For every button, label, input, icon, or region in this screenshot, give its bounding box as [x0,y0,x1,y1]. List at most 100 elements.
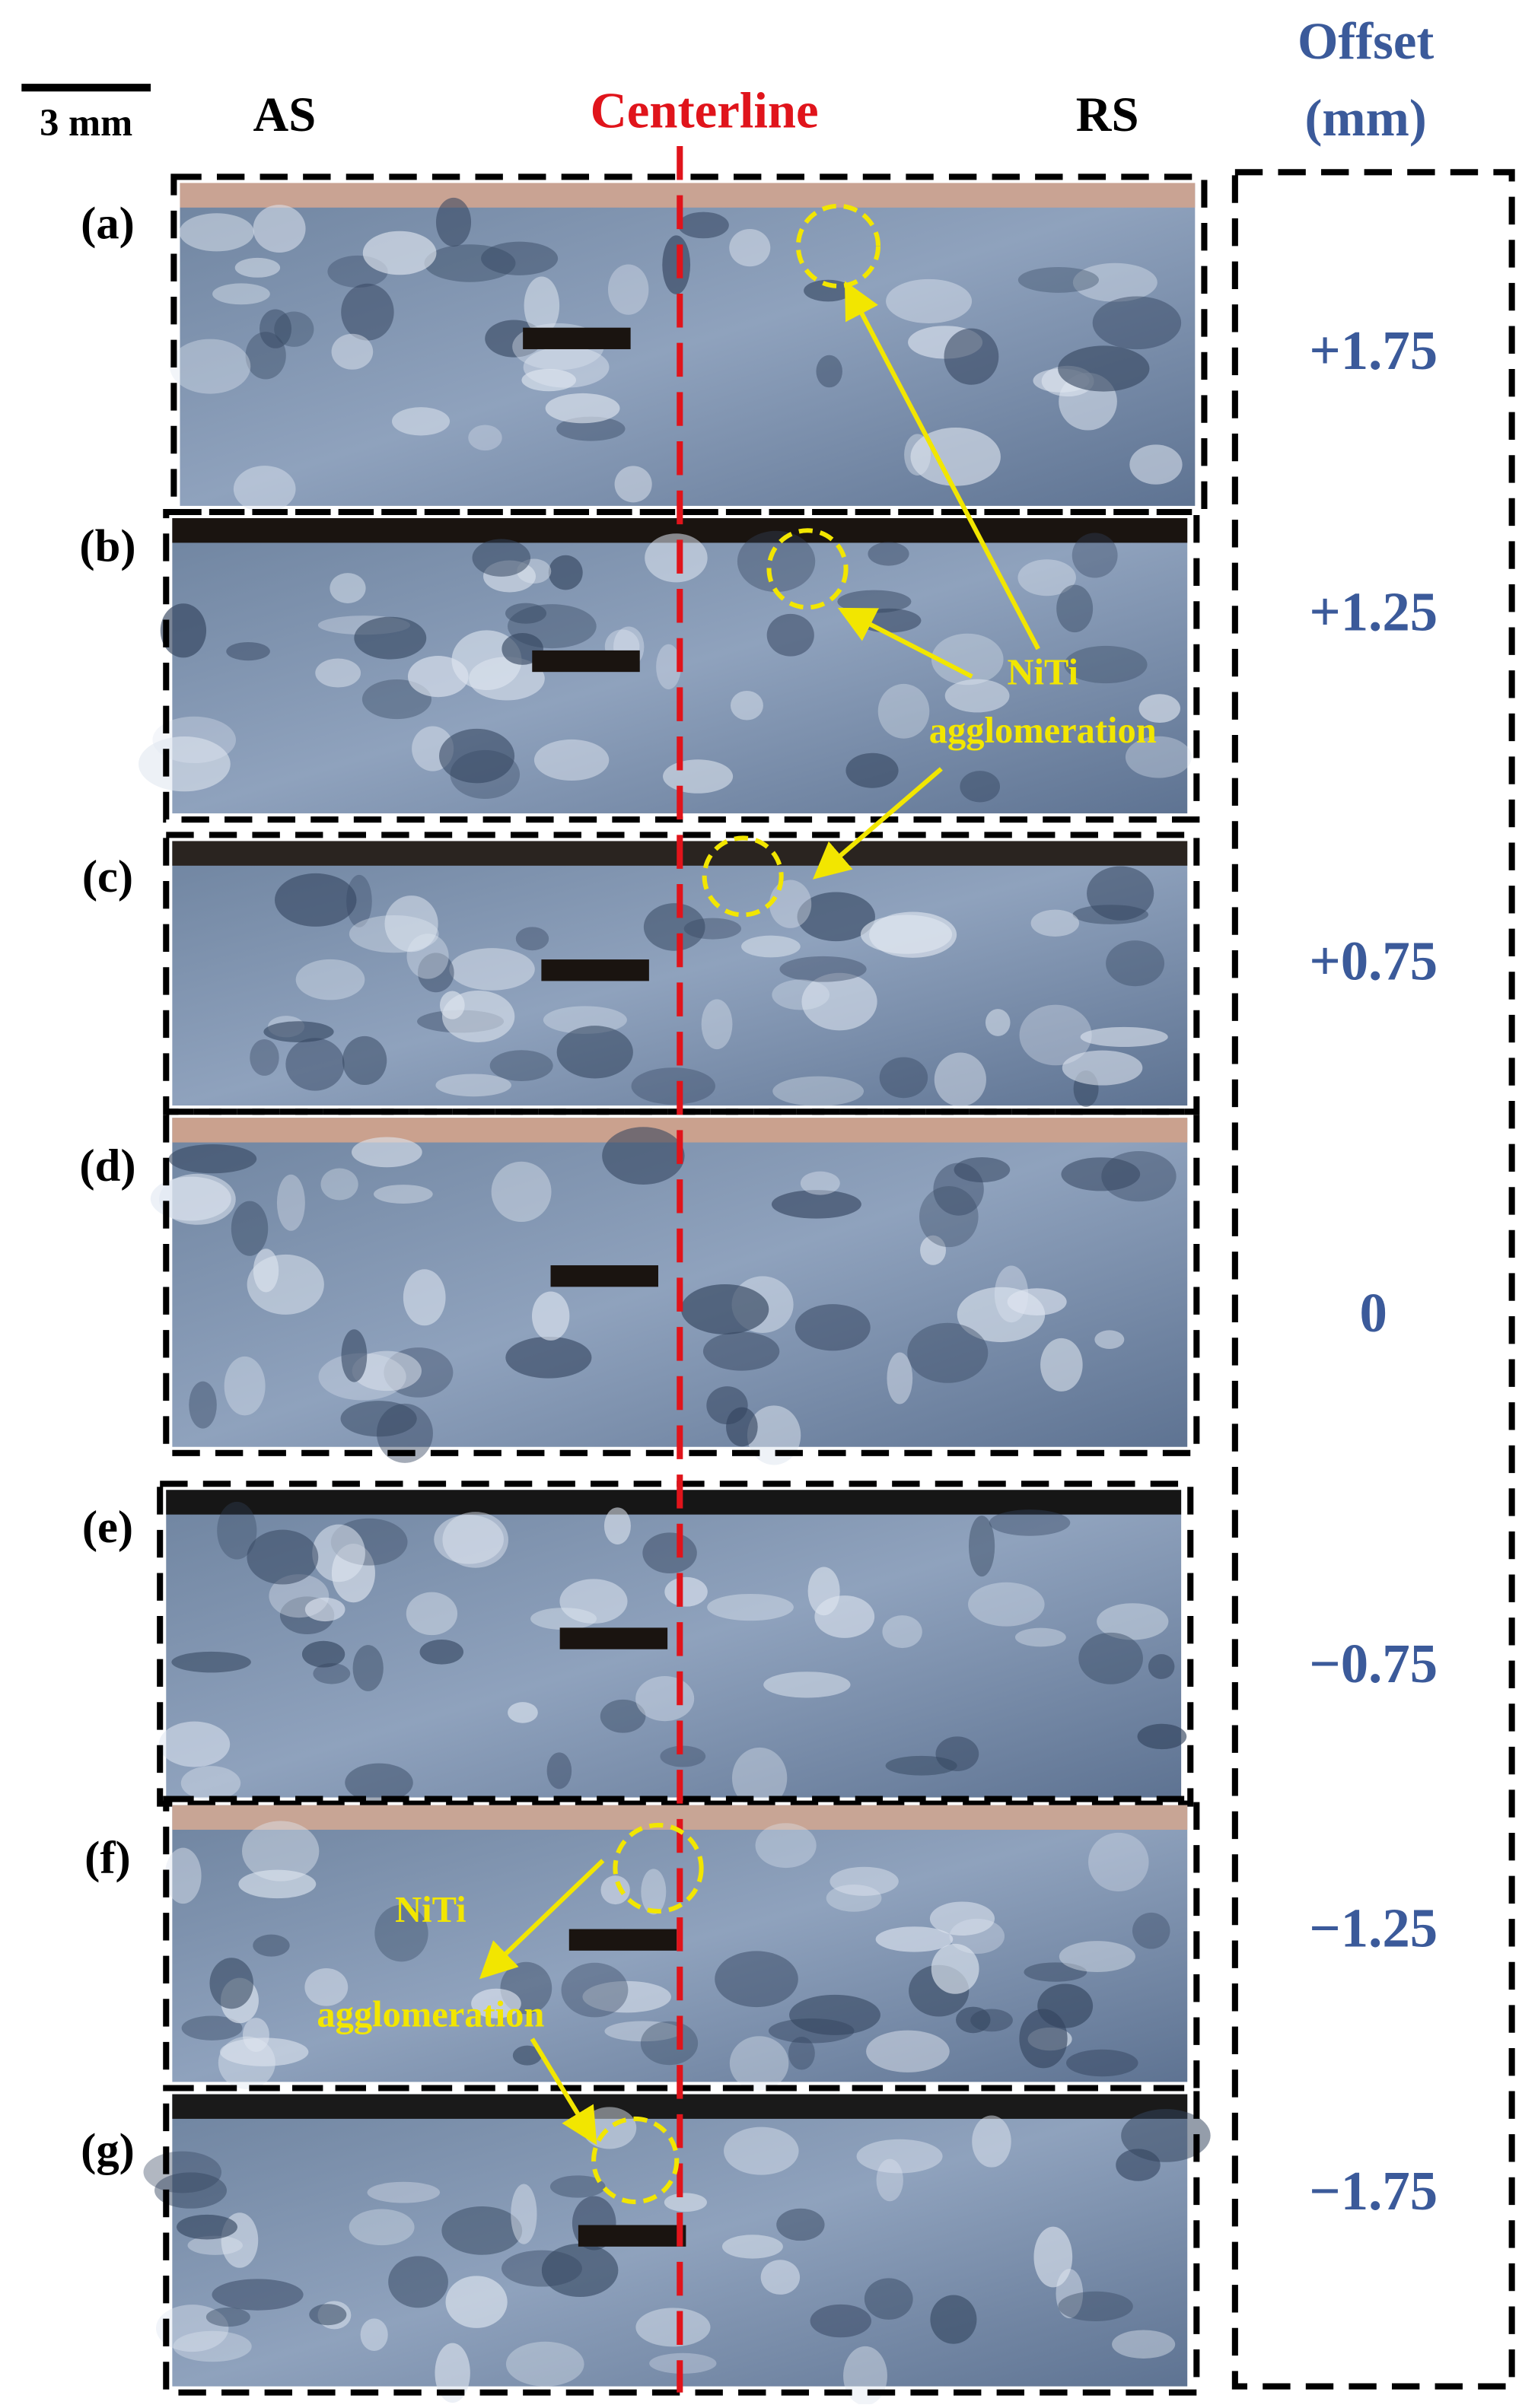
grain [1094,1330,1125,1349]
arrow [813,767,943,880]
grain [771,1190,861,1219]
grain [247,1529,319,1585]
grain [1030,909,1080,937]
grain [755,1823,817,1869]
grain [929,1901,995,1936]
grain [763,1672,851,1698]
grain [604,2021,682,2042]
grain [664,1576,708,1607]
grain [304,1967,349,2006]
grain [1058,345,1150,392]
grain [886,278,973,323]
grain [635,2308,711,2347]
circles [591,203,881,2205]
grain [1097,1603,1169,1640]
grain [801,972,877,1031]
grain [800,1171,840,1195]
panel-label: (f) [84,1833,131,1884]
grain [960,771,1001,803]
grain [173,2330,252,2362]
grain [797,892,875,942]
grain [304,1597,345,1622]
grain [876,2158,903,2202]
grain [879,1057,928,1099]
grain [209,1958,253,2009]
grain [724,2126,799,2175]
grain [301,1640,345,1668]
grain [176,2214,237,2240]
defect [532,650,640,673]
grain [435,2343,470,2403]
panel-label: (a) [81,198,135,249]
grain [253,1934,290,1957]
grain [845,752,899,788]
grain [181,2015,243,2041]
grain [985,1009,1011,1036]
grain [489,1050,553,1081]
grain [1138,694,1180,724]
grain [794,1304,871,1351]
grain [877,683,930,739]
grain [641,1869,667,1915]
defect [578,2225,686,2247]
grain [143,2151,222,2193]
grain [1064,645,1148,684]
grain [561,1962,629,2018]
grain [660,1745,706,1767]
marker-circle [795,203,881,288]
grain [919,1185,979,1248]
grain [662,235,691,294]
grain [532,1291,570,1341]
labels: (a) +1.75 (b) +1.25 (c) +0.75 (d) 0 (e) −0.75 (f) −… [79,198,1438,2222]
arrow [530,2037,597,2146]
grain [731,1747,788,1809]
arrow [837,607,973,679]
grain [968,1582,1045,1627]
grain [779,956,867,982]
grain [931,1943,979,1994]
grain [340,1401,417,1437]
rs-header: RS [1076,87,1139,142]
grain [242,2018,269,2052]
grain [449,948,535,991]
grain [524,276,560,335]
grain [374,1185,433,1204]
grain [274,311,314,347]
offset-value: −0.75 [1309,1633,1438,1694]
grain [315,658,361,688]
grain [1148,1654,1175,1679]
grain [1129,444,1183,485]
grain [866,2030,950,2072]
grain [505,1336,592,1379]
annotation: agglomeration [317,1995,544,2035]
grain [180,1766,241,1801]
grain [342,1035,387,1086]
grain [1078,1632,1143,1684]
grain [766,613,814,657]
grain [837,590,912,613]
grain [224,1356,266,1416]
grain [677,212,729,239]
grain [276,1174,305,1231]
grain [602,1127,685,1185]
annotation: NiTi [395,1890,466,1930]
arrows [479,281,1040,2146]
defect [559,1627,668,1649]
grain [603,1507,631,1544]
grain [419,1639,464,1665]
grain [388,2256,448,2308]
grain [352,1645,384,1691]
grain [1137,1723,1187,1750]
grain [312,1524,365,1583]
grain [231,1201,269,1256]
grain [189,1381,217,1429]
as-header: AS [253,87,317,142]
grain [150,1176,231,1221]
grain [205,2307,250,2327]
grain [212,283,270,305]
grain [1056,584,1094,633]
grain [702,1331,780,1371]
grain [226,641,270,661]
grain [233,466,296,513]
grain [760,2260,801,2295]
